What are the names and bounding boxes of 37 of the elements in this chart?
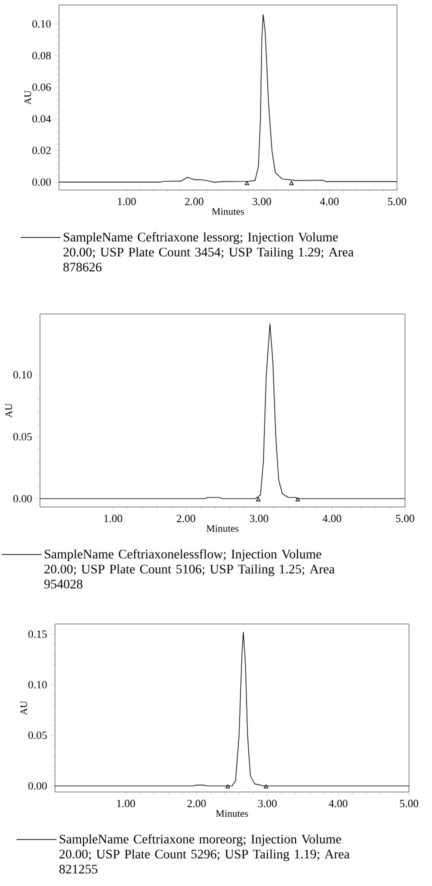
x-tick-label: 3.00: [250, 514, 268, 522]
legend-label: SampleName Ceftriaxonelessflow; Injection Volume 20.00; USP Plate Count 5106; USP Tailing 1.25; Area 954028: [44, 549, 335, 588]
x-tick-label: 4.00: [320, 198, 339, 206]
y-axis-title: AU: [5, 403, 12, 418]
y-tick-label: 0.06: [32, 83, 51, 91]
x-tick-label: 2.00: [185, 198, 204, 206]
x-axis-title: Minutes: [206, 525, 239, 532]
y-tick-label: 0.05: [28, 732, 47, 740]
x-tick-label: 3.00: [258, 800, 277, 808]
y-tick-label: 0.10: [28, 680, 47, 688]
x-axis-title: Minutes: [216, 810, 248, 817]
legend-label: SampleName Ceftriaxone lessorg; Injection Volume 20.00; USP Plate Count 3454; USP Tailing 1.29; Area 878626: [63, 232, 354, 272]
x-tick-label: 5.00: [396, 514, 414, 522]
y-tick-label: 0.10: [32, 20, 51, 28]
x-tick-label: 1.00: [118, 198, 136, 206]
y-tick-label: 0.00: [32, 178, 51, 186]
y-tick-label: 0.00: [13, 494, 32, 502]
y-axis-title: AU: [20, 700, 28, 716]
x-tick-label: 4.00: [328, 800, 348, 808]
x-tick-label: 1.00: [117, 800, 136, 808]
x-axis-title: Minutes: [212, 208, 244, 215]
x-tick-label: 5.00: [400, 800, 418, 808]
y-tick-label: 0.00: [28, 782, 47, 790]
y-axis-title: AU: [24, 90, 32, 105]
legend-label: SampleName Ceftriaxone moreorg; Injection Volume 20.00; USP Plate Count 5296; USP Tailing 1.19; Area 821255: [59, 834, 350, 874]
x-tick-label: 2.00: [176, 514, 196, 522]
x-tick-label: 5.00: [388, 198, 406, 206]
x-tick-label: 2.00: [187, 800, 206, 808]
x-tick-label: 4.00: [322, 514, 342, 522]
x-tick-label: 1.00: [104, 514, 122, 522]
y-tick-label: 0.15: [28, 630, 47, 638]
x-tick-label: 3.00: [252, 198, 272, 206]
y-tick-label: 0.05: [13, 432, 32, 440]
y-tick-label: 0.04: [32, 115, 52, 123]
y-tick-label: 0.02: [32, 146, 51, 154]
y-tick-label: 0.08: [32, 52, 51, 60]
y-tick-label: 0.10: [13, 371, 32, 378]
